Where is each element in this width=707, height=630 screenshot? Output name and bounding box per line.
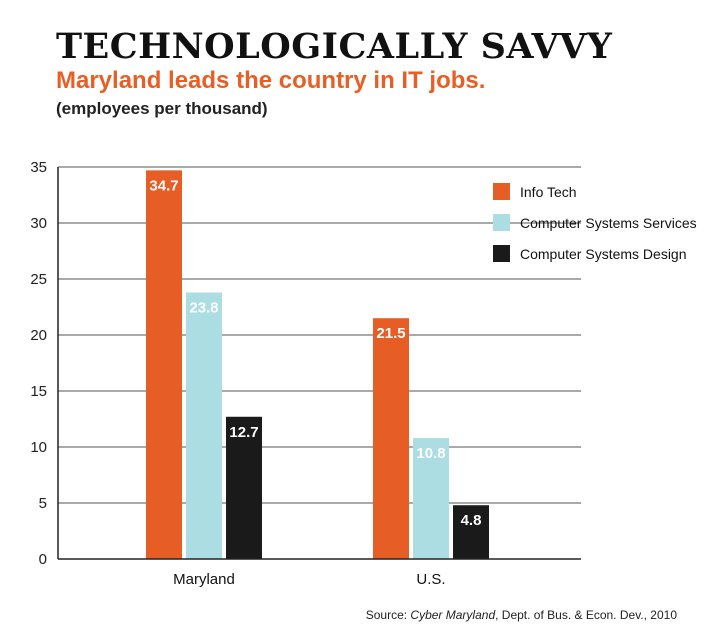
data-label: 12.7 (229, 424, 258, 441)
unit-note: (employees per thousand) (56, 99, 268, 118)
legend-swatch (493, 183, 510, 200)
data-label: 23.8 (189, 299, 218, 316)
source-prefix: Source: (365, 608, 411, 622)
data-label: 10.8 (416, 445, 445, 462)
chart-title: TECHNOLOGICALLY SAVVY (56, 26, 613, 67)
x-category-label: U.S. (416, 571, 445, 588)
data-label: 34.7 (149, 177, 178, 194)
source-publication: Cyber Maryland (410, 608, 496, 622)
y-tick-label: 5 (39, 495, 47, 512)
y-tick-label: 10 (30, 439, 47, 456)
source-rest: , Dept. of Bus. & Econ. Dev., 2010 (495, 608, 677, 622)
legend-swatch (493, 245, 510, 262)
y-tick-label: 35 (30, 159, 47, 176)
source-note: Source: Cyber Maryland, Dept. of Bus. & … (366, 608, 677, 622)
legend-label: Computer Systems Design (520, 246, 687, 262)
x-category-label: Maryland (173, 571, 235, 588)
chart-subtitle: Maryland leads the country in IT jobs. (56, 67, 486, 94)
data-label: 4.8 (461, 512, 482, 529)
y-tick-label: 20 (30, 327, 47, 344)
bar (413, 438, 449, 559)
y-tick-label: 30 (30, 215, 47, 232)
y-tick-label: 0 (39, 551, 47, 568)
bar (226, 416, 262, 559)
bar (146, 170, 182, 560)
data-label: 21.5 (376, 325, 405, 342)
bar (373, 318, 409, 559)
bar (186, 292, 222, 559)
y-tick-label: 25 (30, 271, 47, 288)
legend-swatch (493, 214, 510, 231)
y-tick-label: 15 (30, 383, 47, 400)
bar (453, 505, 489, 559)
legend-label: Info Tech (520, 184, 577, 200)
legend-label: Computer Systems Services (520, 215, 697, 231)
